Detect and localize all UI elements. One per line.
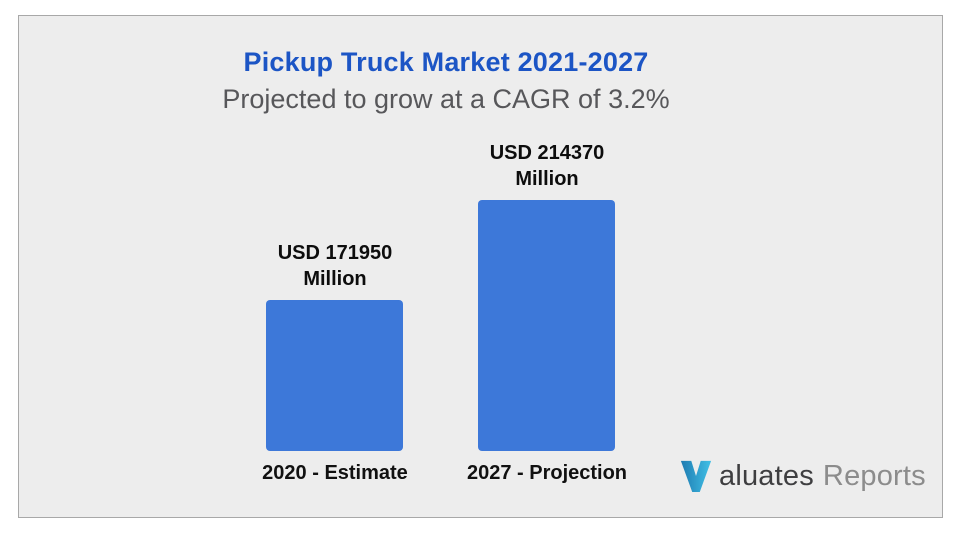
category-label-2027: 2027 - Projection [466, 462, 628, 484]
bar-value-line1: USD 214370 [489, 142, 605, 164]
bar-value-line1: USD 171950 [277, 242, 393, 264]
logo-name-rest: aluates [719, 459, 814, 492]
category-label-2020: 2020 - Estimate [262, 462, 408, 484]
chart-title: Pickup Truck Market 2021-2027 [243, 47, 649, 77]
bar-2027-projection [478, 200, 615, 451]
bar-2020-estimate [266, 300, 403, 451]
bar-value-line2: Million [303, 268, 367, 290]
bar-value-label-2020: USD 171950 Million [235, 240, 435, 292]
logo-text: aluates Reports [719, 460, 926, 493]
chart-subtitle: Projected to grow at a CAGR of 3.2% [222, 84, 670, 114]
bar-value-line2: Million [515, 168, 579, 190]
valuates-reports-logo: aluates Reports [679, 457, 926, 495]
logo-suffix: Reports [822, 459, 926, 492]
chart-card: Pickup Truck Market 2021-2027 Projected … [18, 15, 943, 518]
valuates-v-icon [680, 460, 712, 493]
bar-value-label-2027: USD 214370 Million [447, 140, 647, 192]
